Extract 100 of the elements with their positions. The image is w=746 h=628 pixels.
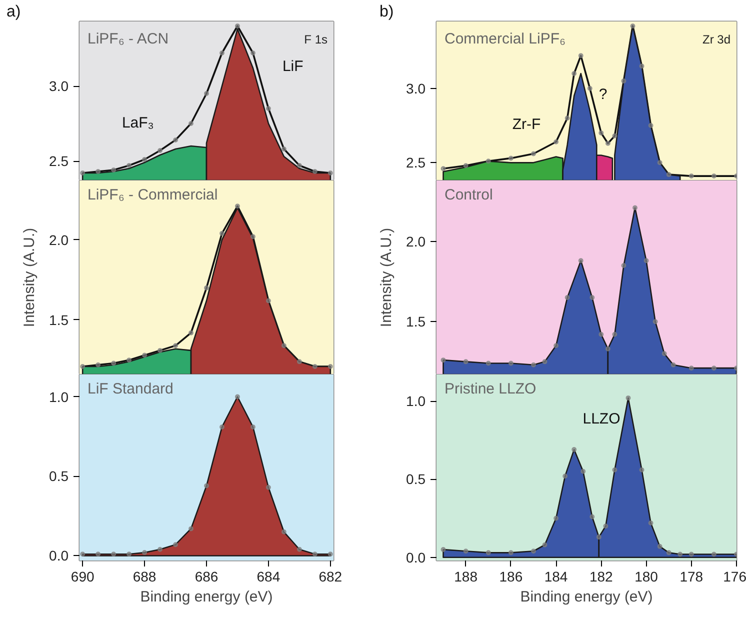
point [111, 360, 116, 366]
x-axis-title: Binding energy (eV) [140, 588, 273, 606]
point [564, 295, 570, 300]
y-tick-label: 1.5 [406, 314, 426, 330]
y-tick-label: 0.5 [49, 468, 69, 484]
y-tick-label: 3.0 [406, 80, 426, 96]
point [296, 546, 302, 552]
point [486, 360, 491, 366]
point [657, 160, 662, 166]
point [188, 526, 194, 532]
point [440, 358, 446, 363]
point [188, 330, 194, 336]
point [158, 348, 163, 353]
point [281, 529, 286, 534]
annotation: ? [598, 86, 608, 104]
point [204, 483, 209, 488]
y-tick-label: 2.5 [406, 154, 426, 171]
point [621, 78, 626, 84]
x-tick-label: 188 [454, 568, 478, 584]
text: a) [6, 4, 21, 20]
text: Commercial LiPF₆ [444, 30, 566, 48]
point [580, 468, 586, 474]
point [530, 548, 536, 554]
point [596, 534, 602, 540]
y-tick-label: 1.0 [406, 393, 426, 410]
point [126, 358, 132, 363]
point [639, 64, 644, 69]
point [312, 364, 318, 369]
point [296, 359, 302, 364]
point [626, 395, 631, 400]
point [644, 258, 649, 264]
text: Zr 3d [702, 32, 731, 46]
point [587, 86, 592, 91]
point [572, 71, 577, 76]
point [612, 332, 618, 337]
x-tick-label: 182 [589, 568, 614, 584]
point [605, 346, 610, 352]
point [605, 140, 610, 146]
point [142, 157, 148, 162]
point [530, 151, 536, 156]
point [590, 295, 595, 300]
y-tick-label: 0.0 [406, 549, 426, 566]
point [662, 351, 667, 356]
point [281, 343, 286, 348]
point [542, 359, 548, 364]
point [96, 169, 101, 174]
point [312, 169, 318, 174]
y-axis-title: Intensity (A.U.) [21, 228, 38, 328]
point [652, 319, 658, 324]
point [250, 50, 256, 56]
point [554, 139, 559, 144]
x-tick-label: 186 [499, 568, 523, 584]
chart-title: LiPF₆ - Commercial [88, 186, 218, 204]
x-tick-label: 684 [256, 568, 280, 584]
point [80, 364, 86, 369]
point [578, 53, 584, 58]
point [530, 362, 536, 368]
point [111, 168, 116, 172]
point [711, 552, 716, 557]
point [554, 516, 559, 521]
text: LiPF₆ - ACN [88, 30, 169, 48]
point [204, 91, 209, 96]
chart-title: Pristine LLZO [444, 380, 536, 398]
point [234, 204, 240, 209]
point [648, 520, 654, 526]
point [572, 447, 577, 452]
point [188, 121, 194, 126]
point [508, 360, 514, 366]
annotation: LiF [282, 58, 304, 76]
y-tick-label: 1.5 [49, 312, 69, 328]
point [219, 230, 224, 236]
point [688, 552, 694, 557]
y-tick-label: 0.0 [49, 548, 69, 564]
point [678, 552, 683, 557]
x-tick-label: 184 [544, 568, 568, 584]
point [630, 23, 636, 28]
y-axis-title: Intensity (A.U.) [378, 228, 396, 328]
x-tick-label: 690 [70, 568, 94, 584]
point [296, 163, 302, 168]
point [328, 552, 333, 557]
point [578, 258, 584, 264]
y-tick-label: 3.0 [49, 78, 69, 94]
point [126, 552, 132, 557]
point [639, 467, 644, 472]
point [564, 116, 570, 121]
chart-title: Control [444, 186, 493, 204]
x-axis-title: Binding energy (eV) [520, 588, 653, 606]
point [111, 552, 116, 557]
point [142, 550, 148, 556]
point [173, 138, 178, 142]
point [158, 546, 163, 552]
point [142, 352, 148, 358]
point [542, 542, 548, 548]
point [328, 364, 333, 369]
point [250, 234, 256, 240]
x-tick-label: 688 [132, 568, 156, 584]
point [204, 285, 209, 290]
point [612, 133, 618, 138]
point [711, 366, 716, 371]
point [234, 394, 240, 400]
